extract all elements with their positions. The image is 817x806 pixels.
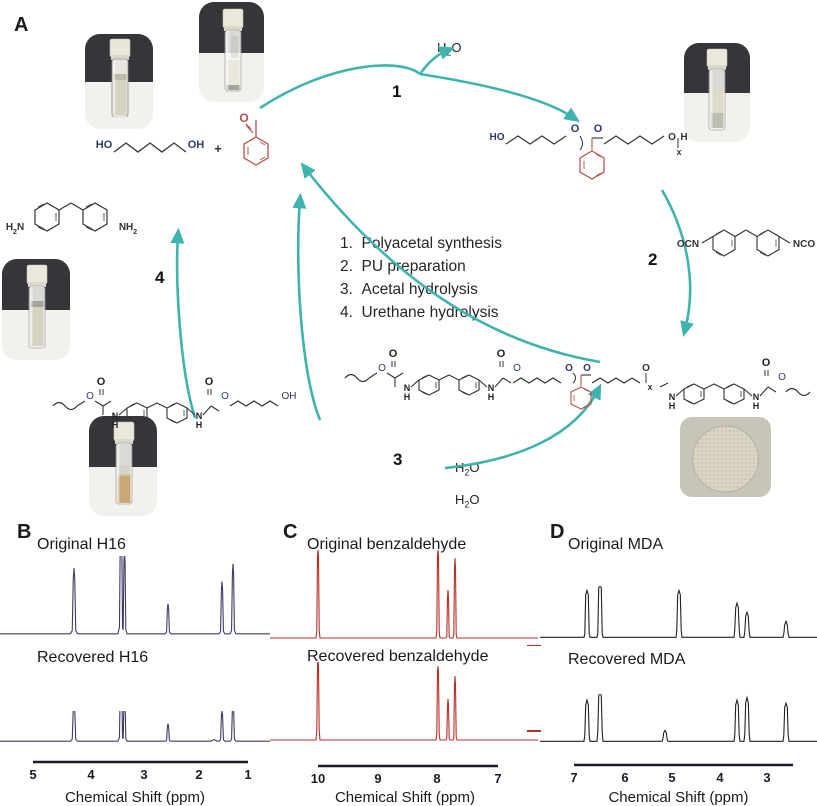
svg-text:OH: OH bbox=[282, 391, 297, 402]
svg-text:O: O bbox=[221, 391, 229, 402]
svg-text:1: 1 bbox=[244, 767, 251, 782]
svg-text:O: O bbox=[97, 376, 106, 388]
svg-text:H: H bbox=[196, 420, 203, 430]
svg-text:O: O bbox=[513, 363, 521, 374]
svg-text:O: O bbox=[642, 363, 650, 374]
svg-text:9: 9 bbox=[374, 771, 381, 786]
svg-text:4: 4 bbox=[716, 770, 724, 785]
svg-text:H2N: H2N bbox=[6, 222, 24, 236]
svg-text:HO: HO bbox=[490, 132, 505, 143]
svg-text:4: 4 bbox=[87, 767, 95, 782]
svg-text:3: 3 bbox=[140, 767, 147, 782]
svg-text:NH2: NH2 bbox=[119, 222, 137, 236]
svg-text:HO: HO bbox=[96, 139, 113, 151]
svg-text:+: + bbox=[214, 141, 222, 156]
svg-text:7: 7 bbox=[570, 770, 577, 785]
svg-text:O: O bbox=[762, 357, 771, 369]
svg-text:O: O bbox=[378, 363, 386, 374]
svg-text:2: 2 bbox=[195, 767, 202, 782]
svg-text:O: O bbox=[583, 363, 591, 374]
svg-text:O: O bbox=[86, 391, 94, 402]
svg-text:O: O bbox=[594, 123, 603, 135]
svg-text:O: O bbox=[778, 372, 786, 383]
svg-text:H: H bbox=[112, 420, 119, 430]
svg-text:H: H bbox=[488, 392, 495, 402]
svg-text:O: O bbox=[571, 123, 580, 135]
svg-text:NCO: NCO bbox=[793, 239, 815, 250]
svg-text:O: O bbox=[239, 111, 248, 125]
svg-text:OH: OH bbox=[188, 139, 205, 151]
svg-text:OCN: OCN bbox=[677, 239, 699, 250]
svg-text:7: 7 bbox=[494, 771, 501, 786]
svg-text:H: H bbox=[680, 132, 687, 143]
svg-text:10: 10 bbox=[311, 771, 325, 786]
svg-text:3: 3 bbox=[763, 770, 770, 785]
svg-text:O: O bbox=[205, 376, 214, 388]
svg-text:5: 5 bbox=[668, 770, 675, 785]
svg-text:O: O bbox=[497, 348, 506, 360]
svg-text:H: H bbox=[753, 401, 760, 411]
svg-text:6: 6 bbox=[621, 770, 628, 785]
svg-text:H: H bbox=[669, 401, 676, 411]
svg-text:O: O bbox=[668, 132, 676, 143]
svg-text:H: H bbox=[404, 392, 411, 402]
svg-text:x: x bbox=[647, 382, 652, 392]
svg-text:O: O bbox=[389, 348, 398, 360]
svg-text:x: x bbox=[676, 147, 681, 157]
svg-text:8: 8 bbox=[433, 771, 440, 786]
svg-text:5: 5 bbox=[29, 767, 36, 782]
svg-text:O: O bbox=[565, 363, 573, 374]
